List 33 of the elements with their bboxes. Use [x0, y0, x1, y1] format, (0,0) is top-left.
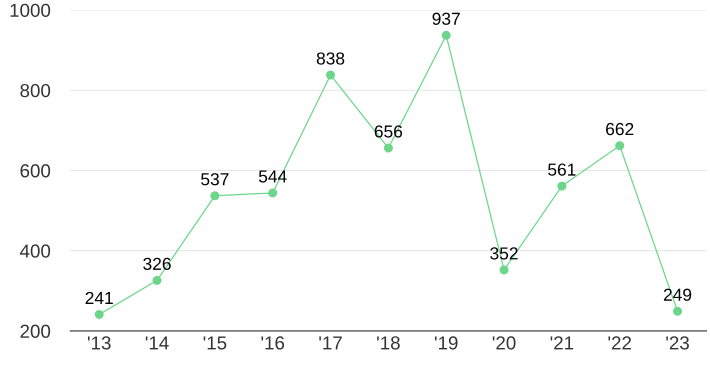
x-tick-label: '23 — [666, 336, 689, 350]
point — [500, 265, 509, 274]
point — [557, 182, 566, 191]
x-tick-label: '19 — [434, 336, 458, 350]
y-tick-label: 200 — [20, 324, 50, 338]
y-tick-label: 400 — [20, 244, 50, 258]
point — [326, 70, 336, 80]
point — [673, 306, 682, 316]
data-label: 561 — [548, 163, 576, 176]
data-label: 838 — [316, 52, 344, 65]
x-tick-label: '20 — [492, 336, 516, 350]
data-label: 537 — [201, 173, 228, 186]
y-tick-label: 800 — [20, 84, 50, 98]
x-tick-label: '13 — [88, 336, 111, 350]
point — [268, 188, 278, 198]
x-tick-label: '22 — [608, 336, 631, 350]
x-tick-label: '17 — [319, 336, 342, 350]
data-label: 937 — [432, 12, 460, 25]
point — [152, 276, 162, 285]
x-tick-label: '16 — [261, 336, 284, 350]
point — [384, 143, 393, 153]
x-tick-label: '18 — [377, 336, 400, 350]
data-label: 241 — [86, 292, 113, 304]
point — [94, 310, 104, 319]
y-tick-label: 600 — [20, 164, 50, 178]
x-tick-label: '15 — [204, 336, 226, 350]
point — [210, 191, 220, 200]
x-tick-label: '14 — [146, 336, 169, 350]
x-tick-label: '21 — [550, 336, 574, 350]
y-tick-label: 1000 — [10, 4, 50, 17]
data-label: 662 — [606, 122, 634, 136]
point — [615, 141, 624, 150]
point — [442, 30, 451, 40]
